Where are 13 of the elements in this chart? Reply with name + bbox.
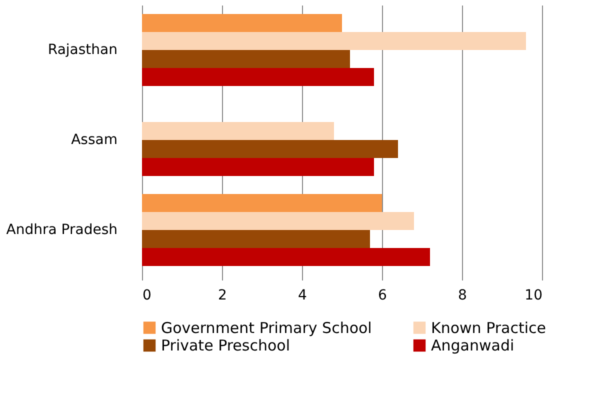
y-tick-label: Andhra Pradesh: [6, 222, 118, 238]
x-tick-label: 2: [218, 288, 227, 304]
x-tick-label: 10: [524, 288, 542, 304]
legend-label: Government Primary School: [161, 318, 372, 337]
legend-label: Private Preschool: [161, 336, 290, 354]
x-tick-label: 6: [378, 288, 388, 304]
legend-label: Anganwadi: [431, 336, 514, 354]
y-tick-label: Assam: [71, 132, 118, 148]
y-tick-label: Rajasthan: [48, 42, 118, 58]
legend-label: Known Practice: [431, 318, 546, 337]
x-tick-label: 8: [458, 288, 467, 304]
x-tick-label: 4: [298, 288, 308, 304]
x-tick-label: 0: [142, 288, 152, 304]
